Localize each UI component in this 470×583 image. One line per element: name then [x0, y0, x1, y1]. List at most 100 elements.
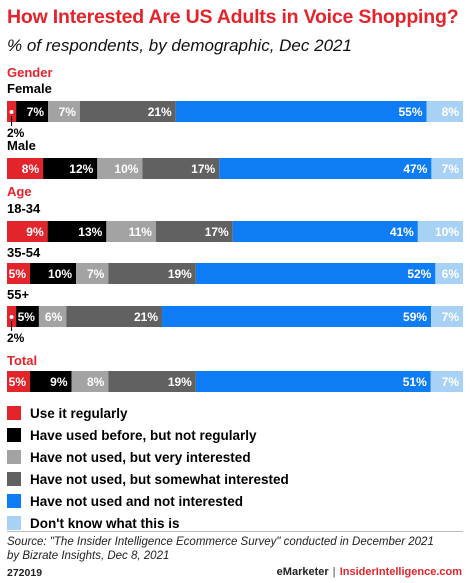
- bar-55-have-not-used-but-very-interested: [38, 306, 67, 327]
- value-label-total-have-not-used-but-very-interested: 8%: [87, 375, 105, 389]
- legend-item-have-not-used-but-very-interested: Have not used, but very interested: [7, 446, 289, 468]
- legend-label: Have used before, but not regularly: [30, 427, 257, 443]
- bar-total-have-not-used-but-somewhat-interested: [108, 371, 196, 392]
- bar-35-54-have-not-used-but-somewhat-interested: [108, 263, 196, 284]
- brand-separator: |: [332, 566, 336, 578]
- category-label-male: Male: [7, 138, 36, 153]
- brand-emarketer: eMarketer: [276, 566, 329, 578]
- value-label-18-34-have-used-before-but-not-regularly: 13%: [78, 225, 102, 239]
- legend-label: Use it regularly: [30, 405, 128, 421]
- bar-18-34-don-t-know-what-this-is: [417, 221, 463, 242]
- legend-swatch: [7, 472, 21, 486]
- value-label-18-34-have-not-used-but-somewhat-interested: 17%: [205, 225, 229, 239]
- legend-label: Have not used, but very interested: [30, 449, 251, 465]
- value-label-35-54-have-not-used-but-very-interested: 7%: [87, 267, 105, 281]
- bar-male-have-not-used-and-not-interested: [219, 158, 432, 179]
- value-label-male-have-not-used-but-somewhat-interested: 17%: [191, 162, 215, 176]
- value-label-female-don-t-know-what-this-is: 8%: [442, 105, 460, 119]
- bar-male-have-not-used-but-somewhat-interested: [142, 158, 220, 179]
- value-label-male-have-not-used-but-very-interested: 10%: [114, 162, 138, 176]
- value-label-35-54-use-it-regularly: 5%: [9, 267, 27, 281]
- bar-18-34-have-used-before-but-not-regularly: [47, 221, 107, 242]
- group-label-age: Age: [7, 184, 32, 199]
- bar-18-34-have-not-used-but-somewhat-interested: [155, 221, 233, 242]
- bar-total-use-it-regularly: [7, 371, 31, 392]
- bar-female-have-not-used-and-not-interested: [175, 101, 427, 122]
- value-label-55-have-not-used-but-somewhat-interested: 21%: [134, 310, 158, 324]
- legend-swatch: [7, 450, 21, 464]
- value-label-35-54-have-not-used-but-somewhat-interested: 19%: [168, 267, 192, 281]
- legend-item-have-not-used-and-not-interested: Have not used and not interested: [7, 490, 289, 512]
- legend-label: Have not used, but somewhat interested: [30, 471, 289, 487]
- legend-swatch: [7, 406, 21, 420]
- value-label-55-use-it-regularly: 2%: [7, 331, 25, 345]
- bar-55-have-not-used-but-somewhat-interested: [66, 306, 163, 327]
- bar-18-34-have-not-used-but-very-interested: [106, 221, 156, 242]
- value-label-male-use-it-regularly: 8%: [22, 162, 40, 176]
- bar-female-have-not-used-but-very-interested: [48, 101, 80, 122]
- bar-total-have-not-used-and-not-interested: [195, 371, 431, 392]
- value-label-55-have-not-used-and-not-interested: 59%: [403, 310, 427, 324]
- bar-male-have-used-before-but-not-regularly: [43, 158, 98, 179]
- bar-55-have-not-used-and-not-interested: [162, 306, 432, 327]
- value-label-female-have-not-used-but-very-interested: 7%: [59, 105, 77, 119]
- value-label-55-don-t-know-what-this-is: 7%: [442, 310, 460, 324]
- value-label-female-have-not-used-and-not-interested: 55%: [398, 105, 422, 119]
- category-label-35-54: 35-54: [7, 245, 41, 260]
- value-label-18-34-have-not-used-but-very-interested: 11%: [129, 225, 153, 239]
- category-label-55: 55+: [7, 287, 29, 302]
- legend-item-use-it-regularly: Use it regularly: [7, 402, 289, 424]
- group-label-total: Total: [7, 353, 37, 368]
- bar-total-have-not-used-but-very-interested: [71, 371, 109, 392]
- legend-item-don-t-know-what-this-is: Don't know what this is: [7, 512, 289, 534]
- value-label-18-34-have-not-used-and-not-interested: 41%: [390, 225, 414, 239]
- legend: Use it regularly Have used before, but no…: [7, 402, 289, 534]
- bar-total-don-t-know-what-this-is: [430, 371, 463, 392]
- value-label-female-use-it-regularly: 2%: [7, 126, 25, 140]
- value-label-total-don-t-know-what-this-is: 7%: [442, 375, 460, 389]
- legend-item-have-used-before-but-not-regularly: Have used before, but not regularly: [7, 424, 289, 446]
- bar-female-don-t-know-what-this-is: [426, 101, 463, 122]
- value-label-male-have-not-used-and-not-interested: 47%: [403, 162, 427, 176]
- bar-18-34-use-it-regularly: [7, 221, 48, 242]
- callout-dot-55-use-it-regularly: [8, 314, 15, 320]
- group-label-gender: Gender: [7, 65, 53, 80]
- bar-35-54-have-not-used-and-not-interested: [195, 263, 436, 284]
- bar-female-have-not-used-but-somewhat-interested: [79, 101, 176, 122]
- chart-id: 272019: [7, 567, 43, 579]
- footer-divider: [7, 531, 463, 532]
- brand-insider-intelligence: InsiderIntelligence.com: [339, 566, 462, 578]
- value-label-male-don-t-know-what-this-is: 7%: [442, 162, 460, 176]
- bar-male-don-t-know-what-this-is: [431, 158, 463, 179]
- chart-title: How Interested Are US Adults in Voice Sh…: [7, 6, 459, 28]
- value-label-35-54-have-used-before-but-not-regularly: 10%: [48, 267, 72, 281]
- value-label-male-have-used-before-but-not-regularly: 12%: [69, 162, 93, 176]
- value-label-total-have-not-used-but-somewhat-interested: 19%: [168, 375, 192, 389]
- category-label-female: Female: [7, 81, 52, 96]
- value-label-18-34-use-it-regularly: 9%: [26, 225, 44, 239]
- bar-total-have-used-before-but-not-regularly: [30, 371, 72, 392]
- legend-swatch: [7, 428, 21, 442]
- legend-label: Have not used and not interested: [30, 493, 244, 509]
- legend-swatch: [7, 516, 21, 530]
- value-label-55-have-used-before-but-not-regularly: 5%: [18, 310, 36, 324]
- value-label-55-have-not-used-but-very-interested: 6%: [45, 310, 63, 324]
- bar-male-have-not-used-but-very-interested: [97, 158, 143, 179]
- category-label-18-34: 18-34: [7, 201, 41, 216]
- legend-swatch: [7, 494, 21, 508]
- value-label-female-have-used-before-but-not-regularly: 7%: [27, 105, 45, 119]
- value-label-18-34-don-t-know-what-this-is: 10%: [435, 225, 459, 239]
- value-label-total-use-it-regularly: 5%: [9, 375, 27, 389]
- value-label-total-have-not-used-and-not-interested: 51%: [403, 375, 427, 389]
- bar-55-have-used-before-but-not-regularly: [16, 306, 39, 327]
- bar-35-54-have-used-before-but-not-regularly: [30, 263, 77, 284]
- bar-male-use-it-regularly: [7, 158, 44, 179]
- brand-footer: eMarketer | InsiderIntelligence.com: [277, 566, 462, 578]
- legend-item-have-not-used-but-somewhat-interested: Have not used, but somewhat interested: [7, 468, 289, 490]
- legend-label: Don't know what this is: [30, 515, 180, 531]
- bar-55-don-t-know-what-this-is: [431, 306, 463, 327]
- value-label-total-have-used-before-but-not-regularly: 9%: [50, 375, 68, 389]
- value-label-35-54-have-not-used-and-not-interested: 52%: [407, 267, 431, 281]
- value-label-female-have-not-used-but-somewhat-interested: 21%: [148, 105, 172, 119]
